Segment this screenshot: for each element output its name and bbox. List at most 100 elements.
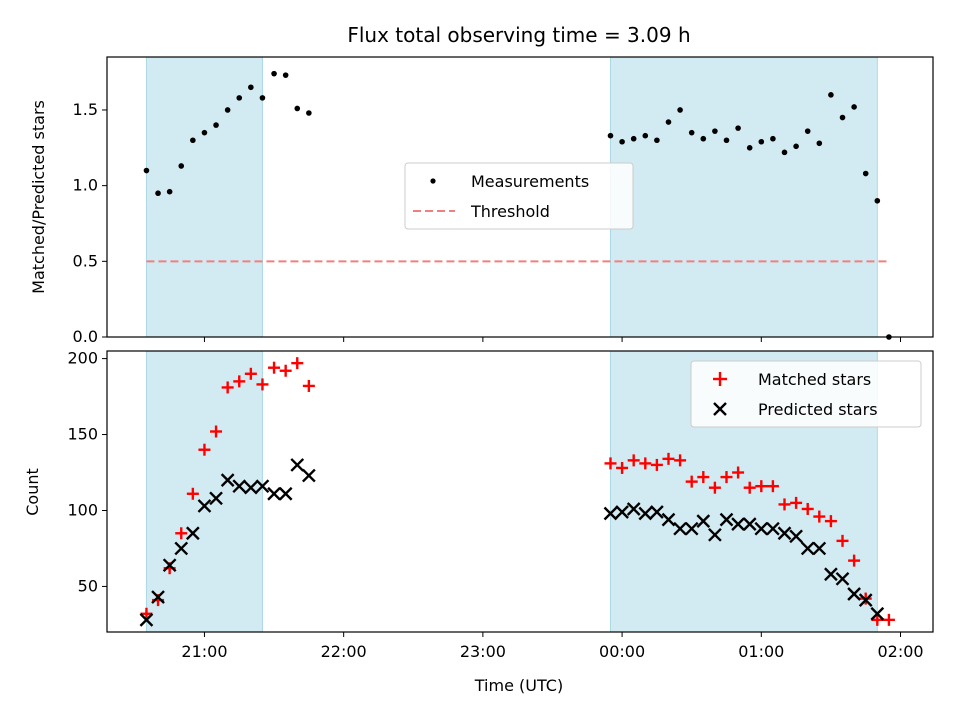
predicted-point-b (719, 512, 734, 527)
predicted-point (858, 593, 873, 607)
predicted-point (151, 590, 165, 604)
legend-predicted-marker (713, 402, 727, 416)
bottom-x-axis: 21:00 22:00 23:00 00:00 01:00 02:00 (181, 632, 924, 661)
predicted-point-b (151, 590, 165, 604)
predicted-point (673, 521, 687, 536)
measurement-point (828, 92, 834, 98)
predicted-point (777, 526, 792, 541)
y-tick-label: 0.5 (73, 251, 98, 270)
measurement-point (248, 84, 254, 91)
matched-point (268, 361, 281, 374)
x-tick-label: 01:00 (738, 642, 784, 661)
predicted-point-b (824, 567, 838, 582)
matched-point (778, 498, 791, 511)
x-axis-title: Time (UTC) (474, 676, 563, 695)
matched-point (813, 510, 826, 523)
matched-point (256, 378, 269, 391)
matched-point (697, 471, 710, 484)
x-tick-label: 21:00 (181, 642, 227, 661)
measurement-point (259, 95, 266, 101)
matched-point (221, 381, 234, 394)
predicted-point (696, 514, 711, 528)
predicted-point-b (139, 613, 154, 627)
measurement-point (816, 140, 823, 147)
predicted-point-b (209, 491, 223, 506)
matched-point (871, 613, 884, 626)
predicted-point (847, 587, 861, 601)
matched-point (755, 480, 768, 493)
predicted-point (719, 512, 734, 527)
matched-point (732, 466, 745, 479)
measurement-point (874, 197, 881, 204)
measurement-point (804, 128, 811, 134)
x-tick-label: 22:00 (321, 642, 367, 661)
measurement-point (190, 137, 196, 144)
matched-point (848, 554, 861, 567)
predicted-point-b (302, 468, 316, 483)
predicted-point-b (185, 526, 200, 541)
measurement-point (306, 110, 312, 116)
predicted-point-b (244, 480, 258, 495)
top-legend-box (404, 162, 634, 230)
measurement-point (862, 170, 869, 177)
predicted-point-b (800, 541, 815, 556)
predicted-point-b (615, 505, 629, 519)
matched-point (604, 457, 617, 470)
matched-point (824, 515, 837, 528)
measurement-point (654, 137, 660, 144)
measurement-point (839, 114, 846, 121)
measurement-point (851, 104, 857, 110)
predicted-point-b (661, 512, 676, 527)
matched-point (244, 367, 257, 380)
predicted-point-b (870, 606, 885, 621)
legend-measurements-label: Measurements (471, 172, 589, 191)
matched-point (766, 480, 779, 493)
matched-point (302, 379, 315, 392)
top-x-ticks (203, 337, 902, 342)
y-tick-label: 100 (67, 500, 98, 519)
predicted-point-b (162, 558, 177, 573)
measurement-point (282, 72, 289, 78)
legend-matched-label: Matched stars (758, 370, 871, 389)
predicted-point (185, 526, 200, 541)
predicted-point (708, 527, 722, 542)
shaded-interval (609, 56, 878, 338)
measurement-point (793, 143, 799, 150)
measurement-point (723, 137, 730, 144)
predicted-point (197, 499, 212, 513)
measurement-point (781, 149, 788, 156)
y-tick-label: 1.0 (73, 176, 98, 195)
measurement-point (607, 132, 614, 139)
predicted-point-b (232, 479, 247, 494)
predicted-point-b (278, 486, 293, 501)
matched-point (882, 613, 895, 626)
measurement-point (201, 129, 208, 136)
top-y-axis: 0.0 0.5 1.0 1.5 (73, 100, 107, 346)
predicted-point (232, 479, 247, 494)
predicted-point (139, 613, 154, 627)
predicted-point-b (731, 517, 745, 532)
matched-point (175, 527, 188, 540)
predicted-point-b (626, 502, 641, 516)
matched-point (790, 496, 803, 509)
bottom-legend: Matched stars Predicted stars (690, 360, 922, 428)
y-tick-label: 1.5 (73, 100, 98, 119)
predicted-point (766, 521, 780, 536)
measurement-point (700, 135, 707, 142)
predicted-point-b (603, 506, 618, 521)
predicted-point-b (673, 521, 687, 536)
measurement-point (712, 128, 718, 134)
matched-point (140, 607, 153, 620)
y-tick-label: 200 (67, 349, 98, 368)
top-plot-frame (106, 56, 934, 338)
legend-matched-marker (713, 372, 727, 386)
predicted-point-b (197, 499, 212, 513)
bottom-plot-frame (106, 350, 934, 633)
matched-point (291, 357, 304, 370)
measurement-point (688, 129, 695, 136)
top-shaded-intervals (145, 56, 878, 338)
predicted-point (267, 486, 281, 501)
predicted-point (615, 505, 629, 519)
ratio-panel: 0.0 0.5 1.0 1.5 Matched/Predicted stars Mea… (29, 56, 934, 346)
shaded-interval (145, 56, 263, 338)
